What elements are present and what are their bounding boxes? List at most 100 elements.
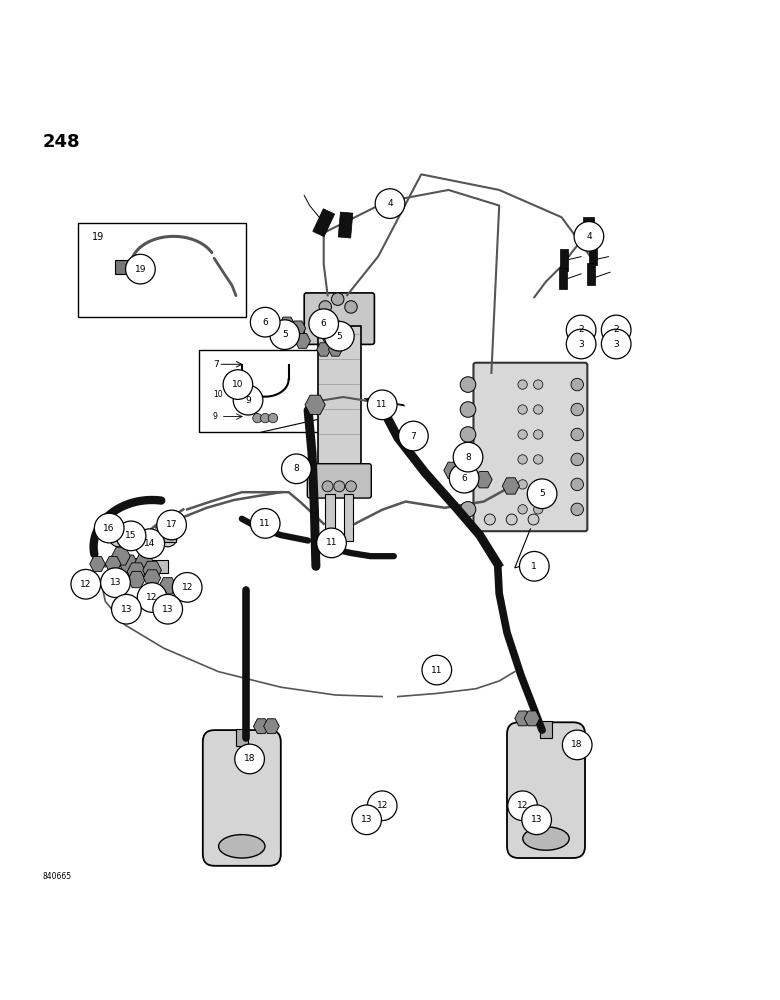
Circle shape [566, 315, 596, 345]
Circle shape [250, 509, 280, 538]
FancyBboxPatch shape [304, 293, 374, 344]
Circle shape [518, 380, 527, 389]
Circle shape [528, 514, 539, 525]
Text: 7: 7 [213, 360, 218, 369]
Bar [339, 212, 353, 238]
Circle shape [135, 529, 165, 558]
FancyBboxPatch shape [507, 722, 585, 858]
Bar [583, 217, 594, 245]
Circle shape [518, 480, 527, 489]
Circle shape [399, 421, 428, 451]
Polygon shape [290, 321, 306, 336]
Text: 19: 19 [92, 232, 105, 242]
Bar [148, 533, 176, 542]
Circle shape [422, 655, 452, 685]
Circle shape [233, 385, 263, 415]
Text: 13: 13 [121, 605, 132, 614]
Circle shape [453, 442, 483, 472]
Circle shape [317, 528, 346, 558]
Text: 11: 11 [326, 538, 337, 547]
Polygon shape [475, 472, 492, 488]
Bar [136, 560, 168, 573]
Polygon shape [305, 395, 325, 414]
Circle shape [375, 189, 405, 218]
Polygon shape [317, 343, 331, 356]
Circle shape [534, 405, 543, 414]
Polygon shape [295, 333, 310, 348]
Circle shape [367, 390, 397, 420]
Circle shape [460, 402, 476, 417]
Circle shape [571, 453, 583, 466]
Circle shape [562, 730, 592, 760]
Bar [115, 558, 147, 570]
Circle shape [518, 405, 527, 414]
Bar [589, 243, 597, 265]
Text: 13: 13 [162, 605, 173, 614]
Polygon shape [321, 329, 337, 344]
Text: 8: 8 [465, 453, 471, 462]
Text: 12: 12 [182, 583, 193, 592]
Circle shape [71, 569, 101, 599]
Circle shape [239, 387, 255, 402]
Text: 3: 3 [613, 340, 619, 349]
Polygon shape [370, 397, 391, 416]
Circle shape [571, 503, 583, 516]
Bar [560, 249, 568, 271]
Circle shape [571, 428, 583, 441]
Polygon shape [119, 555, 138, 573]
Text: 18: 18 [244, 754, 255, 763]
Text: 9: 9 [245, 396, 251, 405]
Text: 1: 1 [531, 562, 537, 571]
Text: 8: 8 [293, 464, 300, 473]
Text: 12: 12 [517, 801, 528, 810]
Text: 5: 5 [336, 332, 342, 341]
Polygon shape [159, 578, 176, 594]
Text: 6: 6 [461, 474, 467, 483]
Polygon shape [524, 711, 540, 726]
Circle shape [566, 329, 596, 359]
Text: 6: 6 [321, 319, 327, 328]
Circle shape [112, 594, 141, 624]
Text: 7: 7 [410, 432, 417, 441]
Text: 17: 17 [166, 520, 177, 529]
Circle shape [334, 481, 345, 492]
Text: 11: 11 [260, 519, 271, 528]
Circle shape [235, 744, 264, 774]
Circle shape [345, 301, 357, 313]
Circle shape [332, 293, 344, 305]
Circle shape [223, 370, 253, 399]
FancyBboxPatch shape [203, 730, 281, 866]
Bar [587, 263, 595, 285]
Circle shape [253, 413, 262, 423]
Bar [313, 209, 335, 237]
Text: 14: 14 [144, 539, 155, 548]
Circle shape [518, 455, 527, 464]
Circle shape [574, 222, 604, 251]
Circle shape [115, 534, 122, 541]
Circle shape [322, 481, 333, 492]
Text: 13: 13 [361, 815, 372, 824]
Text: 10: 10 [213, 390, 222, 399]
Circle shape [534, 480, 543, 489]
Polygon shape [328, 343, 342, 356]
Bar [318, 326, 360, 471]
Circle shape [101, 568, 130, 597]
Bar [78, 223, 246, 317]
Text: 13: 13 [110, 578, 121, 587]
Ellipse shape [218, 835, 265, 858]
Circle shape [519, 551, 549, 581]
Circle shape [506, 514, 517, 525]
Circle shape [109, 528, 128, 547]
Circle shape [319, 301, 332, 313]
Circle shape [460, 452, 476, 467]
Text: 4: 4 [586, 232, 592, 241]
Circle shape [352, 805, 381, 835]
Circle shape [449, 463, 479, 493]
Polygon shape [459, 468, 477, 485]
Circle shape [172, 573, 202, 602]
Circle shape [282, 454, 311, 484]
Polygon shape [279, 317, 295, 332]
Circle shape [460, 477, 476, 492]
Bar [199, 350, 324, 432]
Circle shape [153, 594, 183, 624]
